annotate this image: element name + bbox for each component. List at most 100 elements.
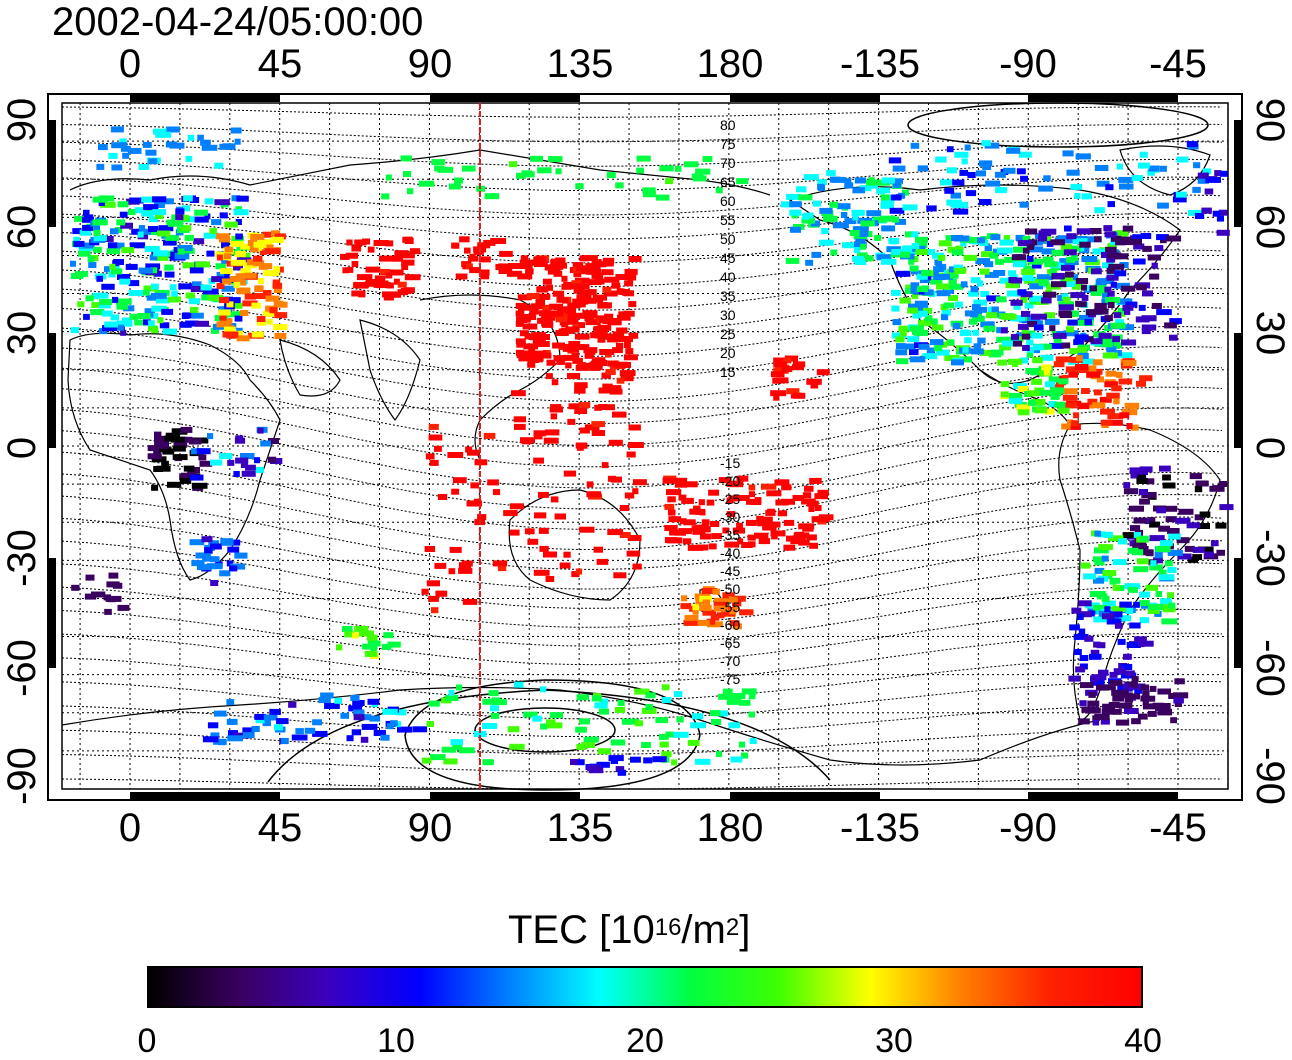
tec-cell (1000, 313, 1017, 320)
tec-cell (262, 310, 276, 317)
tec-cell (240, 310, 249, 316)
tec-cell (852, 226, 869, 233)
tec-cell (565, 318, 579, 325)
tec-cell (111, 142, 128, 149)
contour-label: 30 (720, 307, 736, 323)
tec-cell (617, 336, 633, 342)
tec-cell (1119, 601, 1132, 608)
tec-cell (1022, 247, 1030, 254)
tec-cell (587, 764, 602, 771)
tec-cell (683, 161, 699, 168)
tec-cell (1075, 355, 1083, 362)
tec-cell (1170, 717, 1177, 724)
tec-cell (672, 731, 689, 738)
tec-cell (234, 138, 241, 145)
tec-cell (177, 248, 185, 255)
tec-cell (722, 527, 729, 534)
tec-cell (380, 734, 390, 741)
tec-cell (521, 438, 532, 445)
tec-cell (387, 641, 401, 648)
top-lon-label: -135 (839, 42, 921, 86)
tec-cell (1021, 310, 1031, 317)
tec-cell (101, 236, 114, 242)
tec-cell (216, 254, 223, 261)
tec-cell (1192, 186, 1201, 193)
tec-cell (786, 388, 800, 395)
tec-cell (254, 457, 261, 464)
tec-cell (185, 155, 193, 162)
tec-cell (109, 263, 116, 270)
tec-cell (385, 272, 393, 279)
tec-cell (1028, 399, 1043, 406)
tec-cell (235, 219, 242, 225)
tec-cell (1119, 412, 1130, 419)
tec-cell (732, 600, 742, 607)
colorbar-tick: 10 (377, 1022, 415, 1060)
tec-cell (1204, 551, 1214, 558)
maglat-curve (61, 585, 1223, 647)
tec-cell (944, 187, 955, 194)
tec-cell (143, 285, 159, 292)
tec-cell (1151, 303, 1162, 309)
tec-cell (551, 379, 559, 386)
tec-cell (1073, 633, 1089, 640)
tec-cell (515, 320, 524, 327)
tec-data-cells (70, 126, 1234, 776)
tec-cell (185, 320, 199, 327)
contour-label: -65 (720, 635, 740, 651)
tec-cell (1159, 465, 1171, 472)
tec-cell (318, 697, 331, 704)
tec-cell (373, 240, 389, 246)
tec-cell (601, 269, 614, 276)
tec-cell (1059, 258, 1070, 265)
tec-cell (614, 707, 625, 713)
tec-cell (1125, 608, 1134, 614)
maglat-curve (61, 176, 1223, 216)
tec-cell (426, 721, 434, 727)
tec-cell (350, 694, 360, 701)
tec-cell (1051, 390, 1062, 397)
tec-cell (1108, 702, 1120, 708)
tec-cell (70, 260, 76, 267)
tec-cell (1075, 278, 1089, 284)
tec-cell (951, 235, 964, 241)
tec-cell (157, 317, 164, 324)
tec-cell (559, 262, 567, 269)
tec-cell (624, 280, 634, 287)
tec-cell (967, 172, 976, 178)
tec-cell (1160, 703, 1171, 709)
tec-cell (1131, 676, 1139, 683)
tec-cell (880, 194, 890, 201)
tec-cell (909, 356, 926, 363)
tec-cell (819, 239, 834, 246)
tec-cell (1066, 169, 1080, 176)
tec-cell (565, 313, 577, 320)
tec-cell (222, 331, 239, 338)
tec-cell (219, 453, 233, 460)
tec-cell (691, 713, 704, 720)
tec-cell (910, 282, 920, 289)
tec-cell (627, 274, 637, 281)
tec-cell (880, 215, 895, 222)
tec-cell (1168, 533, 1181, 540)
tec-cell (572, 262, 584, 269)
tec-cell (538, 527, 549, 534)
tec-cell (401, 264, 409, 270)
tec-cell (579, 526, 595, 533)
tec-cell (552, 342, 565, 349)
contour-label: 50 (720, 231, 736, 247)
tec-cell (983, 325, 996, 332)
tec-cell (876, 188, 885, 195)
tec-cell (917, 286, 928, 293)
tec-cell (542, 278, 552, 285)
tec-cell (989, 252, 999, 259)
tec-cell (507, 726, 520, 733)
tec-cell (83, 209, 90, 216)
tec-cell (165, 141, 177, 148)
tec-cell (586, 481, 594, 488)
tec-cell (538, 491, 549, 498)
tec-cell (538, 334, 546, 341)
tec-cell (1218, 209, 1228, 216)
tec-cell (982, 164, 992, 170)
tec-cell (1135, 316, 1150, 323)
